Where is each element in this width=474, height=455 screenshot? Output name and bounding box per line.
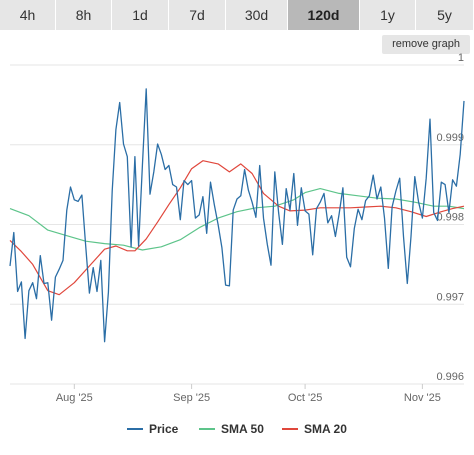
legend-item-sma-50[interactable]: SMA 50: [199, 418, 264, 440]
tab-8h[interactable]: 8h: [56, 0, 112, 30]
legend-line-sma-50: [199, 428, 215, 430]
y-tick-label: 0.998: [436, 212, 464, 224]
x-tick-label: Aug '25: [56, 392, 93, 404]
series-lines: [9, 88, 465, 343]
y-tick-label: 0.997: [436, 291, 464, 303]
legend-label-sma-50: SMA 50: [221, 422, 264, 436]
remove-graph-button[interactable]: remove graph: [382, 35, 470, 54]
legend-label-sma-20: SMA 20: [304, 422, 347, 436]
legend-line-price: [127, 428, 143, 430]
tab-1y[interactable]: 1y: [360, 0, 416, 30]
tab-120d[interactable]: 120d: [288, 0, 360, 30]
legend-item-sma-20[interactable]: SMA 20: [282, 418, 347, 440]
series-line-price: [9, 88, 465, 343]
timeframe-tabs: 4h 8h 1d 7d 30d 120d 1y 5y: [0, 0, 474, 30]
tab-4h[interactable]: 4h: [0, 0, 56, 30]
y-axis-ticks: 1 0.999 0.998 0.997 0.996: [436, 52, 464, 383]
grid-lines: [10, 64, 464, 385]
x-tick-label: Nov '25: [404, 392, 441, 404]
tab-30d[interactable]: 30d: [226, 0, 288, 30]
y-tick-label: 1: [458, 52, 464, 64]
chart-legend: Price SMA 50 SMA 20: [0, 418, 474, 440]
x-axis-ticks: Aug '25 Sep '25 Oct '25 Nov '25: [56, 384, 441, 404]
y-tick-label: 0.996: [436, 371, 464, 383]
legend-label-price: Price: [149, 422, 179, 436]
tab-7d[interactable]: 7d: [169, 0, 226, 30]
legend-item-price[interactable]: Price: [127, 418, 178, 440]
series-line-sma-20: [9, 160, 465, 296]
tab-1d[interactable]: 1d: [112, 0, 169, 30]
series-line-sma-50: [9, 188, 465, 251]
x-tick-label: Oct '25: [288, 392, 323, 404]
legend-line-sma-20: [282, 428, 298, 430]
y-tick-label: 0.999: [436, 132, 464, 144]
x-tick-label: Sep '25: [173, 392, 210, 404]
